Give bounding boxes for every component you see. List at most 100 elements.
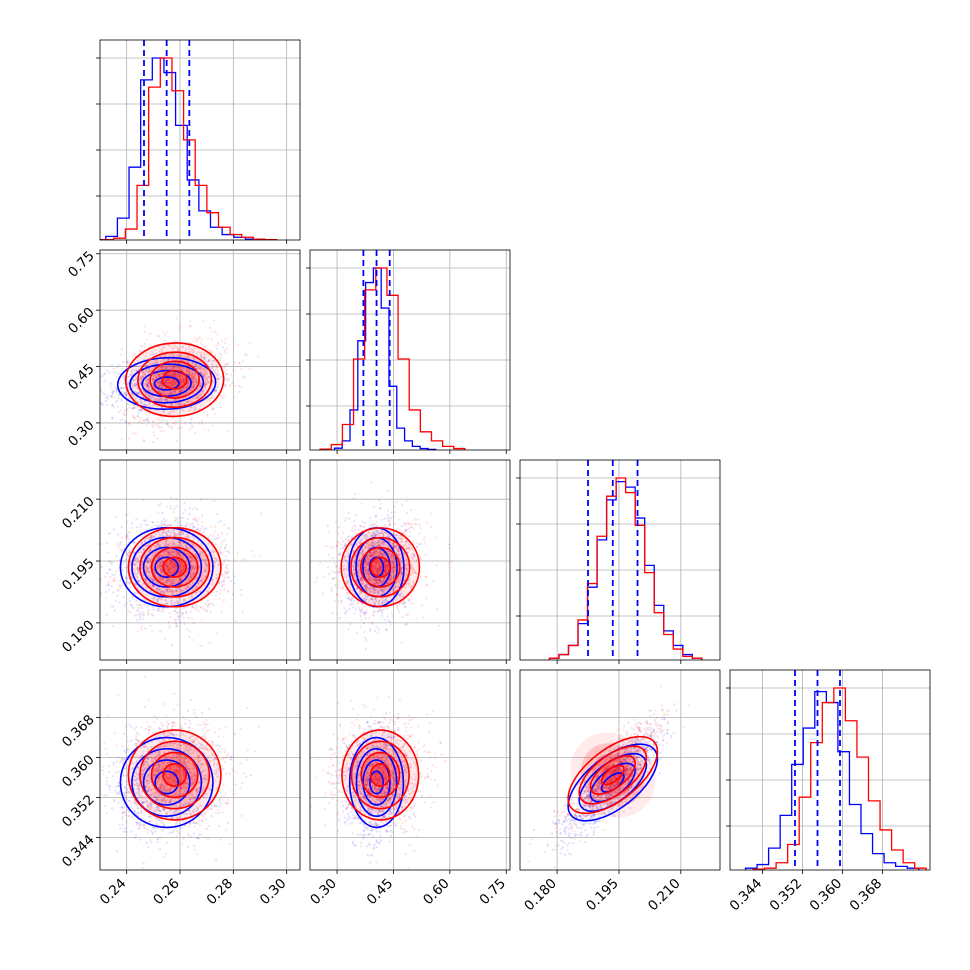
scatter-point bbox=[134, 556, 137, 560]
scatter-point bbox=[134, 557, 137, 560]
scatter-point bbox=[178, 540, 181, 543]
scatter-point bbox=[187, 401, 190, 404]
scatter-point bbox=[161, 365, 164, 368]
scatter-point bbox=[176, 533, 179, 536]
scatter-point bbox=[142, 439, 145, 442]
scatter-point bbox=[135, 600, 138, 603]
scatter-point bbox=[169, 568, 172, 571]
scatter-point bbox=[170, 599, 173, 602]
scatter-point bbox=[150, 344, 153, 347]
scatter-point bbox=[136, 387, 139, 390]
scatter-point bbox=[196, 338, 199, 341]
scatter-point bbox=[195, 381, 198, 384]
scatter-point bbox=[168, 379, 171, 383]
scatter-point bbox=[139, 382, 142, 385]
scatter-point bbox=[163, 390, 166, 394]
scatter-point bbox=[186, 400, 189, 403]
scatter-point bbox=[132, 368, 135, 371]
scatter-point bbox=[195, 372, 198, 376]
scatter-point bbox=[173, 390, 176, 393]
scatter-point bbox=[165, 580, 168, 583]
scatter-point bbox=[168, 569, 171, 572]
scatter-point bbox=[194, 565, 197, 568]
scatter-point bbox=[233, 582, 236, 585]
scatter-point bbox=[195, 390, 198, 393]
scatter-point bbox=[147, 389, 150, 392]
scatter-point bbox=[220, 375, 223, 378]
scatter-point bbox=[111, 390, 114, 393]
scatter-point bbox=[220, 541, 223, 544]
histogram-series-0 bbox=[333, 267, 437, 450]
scatter-point bbox=[140, 375, 143, 378]
scatter-point bbox=[115, 388, 118, 391]
scatter-point bbox=[188, 341, 191, 344]
scatter-point bbox=[205, 568, 208, 571]
scatter-point bbox=[177, 541, 180, 544]
scatter-point bbox=[214, 389, 217, 392]
scatter-point bbox=[160, 561, 163, 564]
scatter-point bbox=[156, 381, 159, 384]
scatter-point bbox=[170, 382, 173, 385]
scatter-point bbox=[198, 566, 201, 569]
scatter-point bbox=[135, 526, 139, 529]
scatter-point bbox=[181, 379, 184, 382]
scatter-point bbox=[162, 392, 165, 395]
scatter-point bbox=[170, 425, 173, 428]
scatter-point bbox=[172, 358, 175, 361]
scatter-point bbox=[198, 366, 201, 369]
scatter-point bbox=[170, 353, 174, 356]
contour-series-1 bbox=[149, 360, 200, 399]
scatter-point bbox=[139, 551, 143, 554]
scatter-point bbox=[117, 533, 120, 536]
scatter-point bbox=[178, 324, 181, 327]
scatter-point bbox=[171, 560, 174, 564]
scatter-point bbox=[203, 602, 207, 606]
scatter-point bbox=[131, 379, 134, 382]
scatter-point bbox=[178, 573, 181, 576]
scatter-point bbox=[192, 356, 195, 360]
scatter-point bbox=[167, 568, 170, 571]
scatter-point bbox=[123, 387, 126, 390]
scatter-point bbox=[165, 358, 168, 361]
scatter-point bbox=[147, 608, 150, 611]
scatter-point bbox=[212, 319, 215, 322]
scatter-point bbox=[172, 372, 175, 375]
scatter-point bbox=[132, 354, 135, 357]
scatter-point bbox=[169, 566, 172, 570]
scatter-point bbox=[180, 383, 183, 386]
scatter-point bbox=[191, 617, 194, 621]
scatter-point bbox=[103, 380, 106, 383]
scatter-point bbox=[207, 381, 210, 384]
scatter-point bbox=[166, 423, 169, 426]
scatter-point bbox=[174, 589, 177, 592]
scatter-point bbox=[179, 568, 182, 571]
scatter-point bbox=[241, 360, 244, 363]
scatter-point bbox=[196, 527, 199, 530]
scatter-point bbox=[145, 383, 149, 386]
scatter-point bbox=[160, 590, 163, 593]
scatter-point bbox=[218, 343, 221, 346]
scatter-point bbox=[197, 539, 200, 542]
scatter-point bbox=[185, 547, 188, 550]
scatter-point bbox=[149, 396, 152, 399]
scatter-point bbox=[193, 385, 196, 388]
scatter-point bbox=[233, 361, 236, 364]
scatter-point bbox=[186, 544, 189, 547]
scatter-point bbox=[167, 550, 170, 554]
scatter-point bbox=[187, 373, 190, 376]
scatter-point bbox=[211, 424, 214, 427]
scatter-point bbox=[182, 380, 185, 383]
scatter-point bbox=[147, 560, 150, 563]
scatter-point bbox=[147, 370, 150, 373]
scatter-point bbox=[197, 571, 200, 574]
scatter-point bbox=[216, 366, 219, 369]
scatter-point bbox=[189, 422, 192, 425]
scatter-point bbox=[128, 581, 131, 584]
scatter-point bbox=[161, 554, 165, 557]
scatter-point bbox=[193, 537, 196, 540]
scatter-point bbox=[167, 590, 170, 593]
scatter-point bbox=[110, 605, 113, 608]
scatter-point bbox=[207, 376, 210, 379]
scatter-point bbox=[146, 558, 149, 561]
scatter-point bbox=[133, 382, 136, 385]
